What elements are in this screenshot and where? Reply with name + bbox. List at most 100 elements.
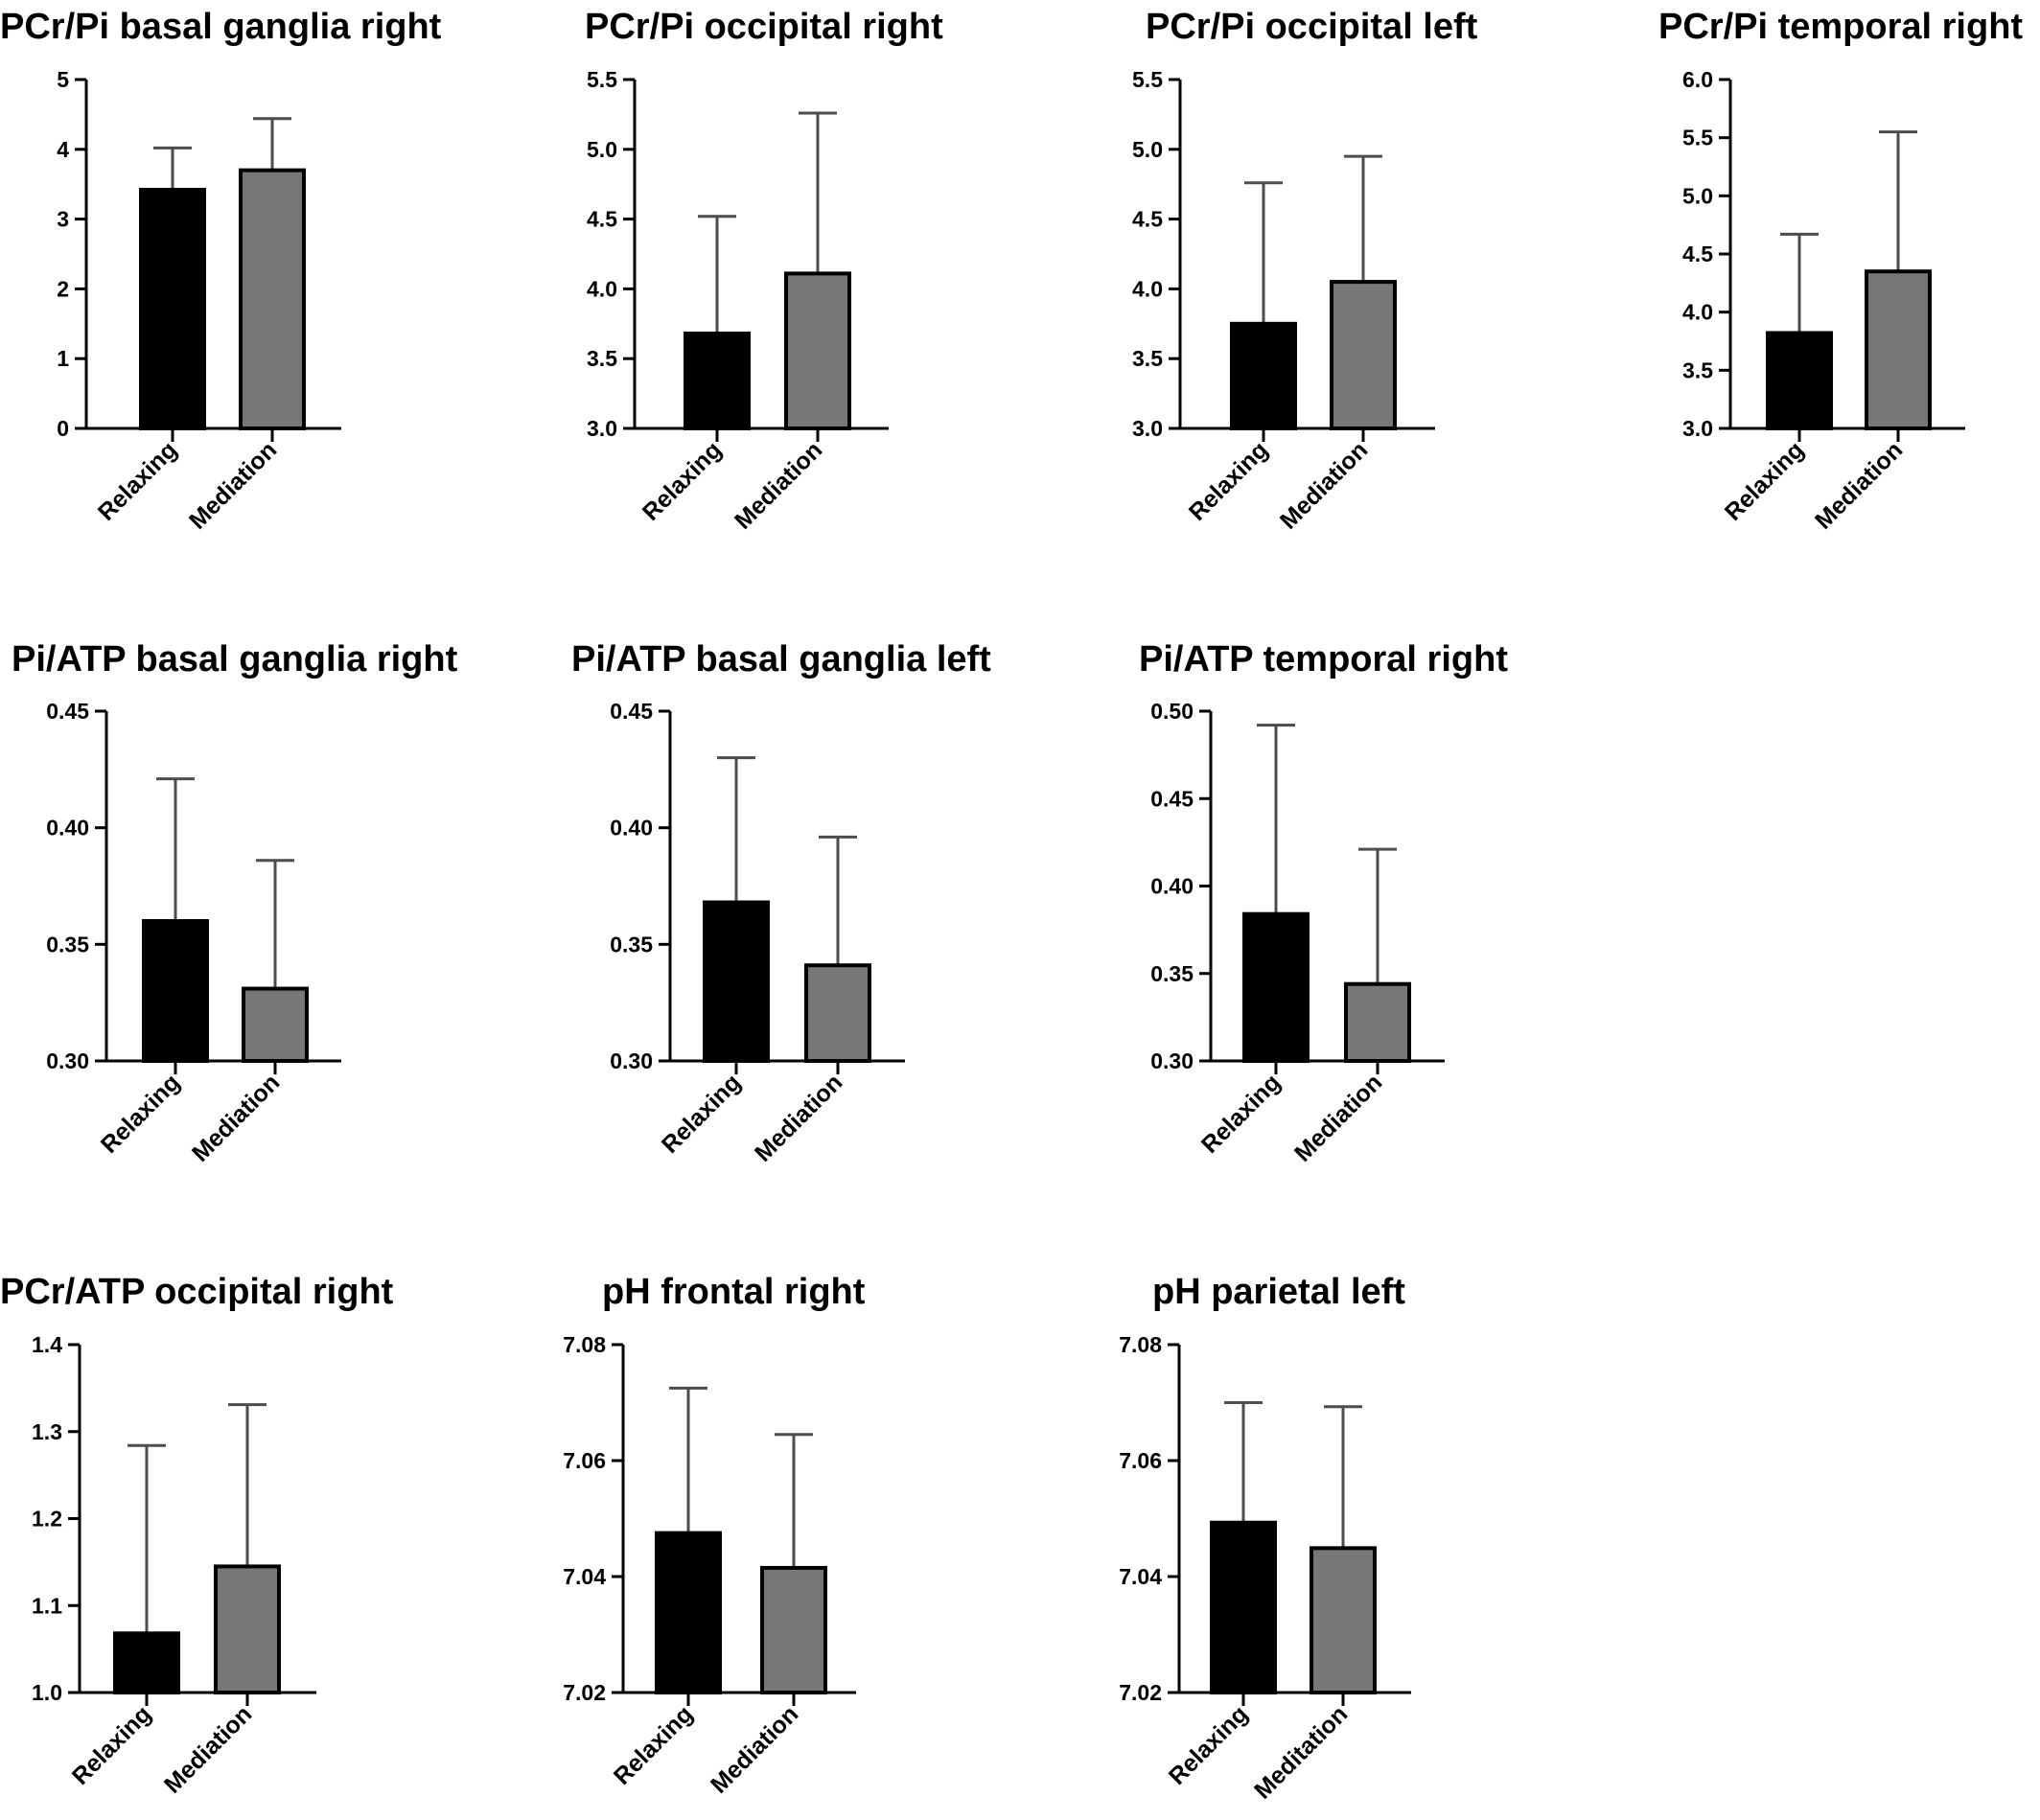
y-tick-label: 5.0 [587, 137, 617, 162]
chart-title: pH parietal left [1152, 1272, 1405, 1312]
y-tick-label: 0.45 [610, 699, 653, 724]
chart-title: Pi/ATP temporal right [1139, 639, 1508, 680]
y-tick-label: 7.08 [1119, 1332, 1162, 1357]
y-tick-label: 4 [57, 137, 69, 162]
y-tick-label: 5.0 [1682, 183, 1713, 208]
bar-mediation [239, 168, 306, 430]
chart-title: Pi/ATP basal ganglia left [571, 639, 991, 680]
chart-title: PCr/ATP occipital right [0, 1272, 394, 1312]
category-label: Mediation [187, 1069, 285, 1166]
y-tick-label: 1.0 [32, 1680, 62, 1705]
category-label: Relaxing [1184, 436, 1273, 525]
y-tick-label: 4.5 [587, 207, 617, 232]
y-tick-label: 0.35 [1150, 961, 1194, 986]
y-tick-label: 5.5 [1132, 67, 1163, 92]
y-tick-label: 7.06 [1119, 1448, 1162, 1473]
y-tick-label: 0.50 [1150, 699, 1194, 724]
category-label: Relaxing [93, 436, 182, 525]
category-label: Relaxing [1720, 436, 1809, 525]
bar-chart-panel-6: Pi/ATP basal ganglia left Relaxing Mediati… [571, 639, 991, 1167]
y-tick-label: 5.0 [1132, 137, 1163, 162]
y-tick-label: 3.5 [1682, 357, 1713, 382]
y-tick-label: 6.0 [1682, 67, 1713, 92]
bar-relaxing [142, 919, 209, 1063]
bar-mediation [242, 986, 309, 1063]
y-tick-label: 0.40 [1150, 874, 1194, 899]
y-tick-label: 7.04 [563, 1564, 606, 1589]
y-tick-label: 0.45 [46, 699, 89, 724]
y-tick-label: 5.5 [1682, 126, 1713, 150]
bar-mediation [214, 1564, 281, 1694]
category-label: Relaxing [1196, 1069, 1286, 1158]
y-tick-label: 1.2 [32, 1507, 62, 1532]
bar-chart-panel-3: PCr/Pi occipital left Relaxing Mediation 3.… [1132, 7, 1478, 535]
y-tick-label: 3.0 [1132, 416, 1163, 441]
bar-relaxing [684, 331, 751, 431]
chart-title: PCr/Pi temporal right [1658, 7, 2023, 47]
bar-mediation [760, 1565, 827, 1695]
y-tick-label: 4.5 [1132, 207, 1163, 232]
bar-chart-panel-9: pH frontal right Relaxing Mediation 7.02 7.0… [563, 1272, 866, 1799]
bar-relaxing [113, 1631, 180, 1695]
y-tick-label: 0.40 [46, 816, 89, 841]
y-tick-label: 2 [57, 276, 69, 301]
chart-title: Pi/ATP basal ganglia right [12, 639, 458, 680]
y-tick-label: 3.5 [587, 346, 617, 371]
category-label: Mediation [184, 436, 282, 534]
y-tick-label: 4.0 [1682, 300, 1713, 325]
y-tick-label: 1.1 [32, 1593, 62, 1618]
y-tick-label: 3 [57, 207, 69, 232]
category-label: Mediation [706, 1700, 803, 1798]
bar-relaxing [1210, 1520, 1277, 1694]
bar-mediation [784, 271, 851, 430]
bar-chart-panel-5: Pi/ATP basal ganglia right Relaxing Mediat… [12, 639, 458, 1167]
y-tick-label: 7.04 [1119, 1564, 1162, 1589]
bar-mediation [1330, 280, 1397, 430]
y-tick-label: 7.08 [563, 1332, 606, 1357]
chart-title: PCr/Pi occipital right [585, 7, 943, 47]
category-label: Relaxing [657, 1069, 746, 1158]
category-label: Relaxing [609, 1700, 698, 1789]
category-label: Mediation [730, 436, 827, 534]
bar-relaxing [703, 900, 770, 1063]
category-label: Mediation [750, 1069, 847, 1166]
y-tick-label: 3.0 [587, 416, 617, 441]
bar-relaxing [1242, 911, 1310, 1064]
bar-chart-panel-1: PCr/Pi basal ganglia right Relaxing Mediat… [0, 7, 442, 535]
chart-title: PCr/Pi basal ganglia right [0, 7, 442, 47]
y-tick-label: 5.5 [587, 67, 617, 92]
y-tick-label: 4.0 [587, 276, 617, 301]
bar-chart-panel-8: PCr/ATP occipital right Relaxing Mediation… [0, 1272, 394, 1799]
bar-relaxing [1766, 331, 1833, 430]
y-tick-label: 0.30 [610, 1048, 653, 1073]
y-tick-label: 4.0 [1132, 276, 1163, 301]
y-tick-label: 1 [57, 346, 69, 371]
y-tick-label: 0.30 [1150, 1048, 1194, 1073]
y-tick-label: 0.35 [46, 932, 89, 956]
y-tick-label: 4.5 [1682, 242, 1713, 266]
y-tick-label: 7.02 [1119, 1680, 1162, 1705]
category-label: Relaxing [96, 1069, 185, 1158]
y-tick-label: 1.3 [32, 1419, 62, 1444]
category-label: Relaxing [67, 1700, 156, 1789]
bar-mediation [1344, 981, 1411, 1063]
bar-meditation [1310, 1546, 1377, 1694]
y-tick-label: 3.0 [1682, 416, 1713, 441]
category-label: Mediation [1275, 436, 1373, 534]
y-tick-label: 0.45 [1150, 786, 1194, 811]
category-label: Meditation [1249, 1700, 1353, 1804]
bar-mediation [1865, 269, 1932, 431]
bar-chart-panel-7: Pi/ATP temporal right Relaxing Mediation 0.… [1139, 639, 1508, 1167]
category-label: Mediation [1289, 1069, 1387, 1166]
y-tick-label: 0 [57, 416, 69, 441]
bar-chart-panel-2: PCr/Pi occipital right Relaxing Mediation 3… [585, 7, 943, 535]
y-tick-label: 0.30 [46, 1048, 89, 1073]
category-label: Mediation [1810, 436, 1908, 534]
chart-title: pH frontal right [602, 1272, 866, 1312]
y-tick-label: 3.5 [1132, 346, 1163, 371]
y-tick-label: 0.40 [610, 816, 653, 841]
y-tick-label: 5 [57, 67, 69, 92]
chart-title: PCr/Pi occipital left [1146, 7, 1478, 47]
bar-mediation [804, 963, 871, 1064]
